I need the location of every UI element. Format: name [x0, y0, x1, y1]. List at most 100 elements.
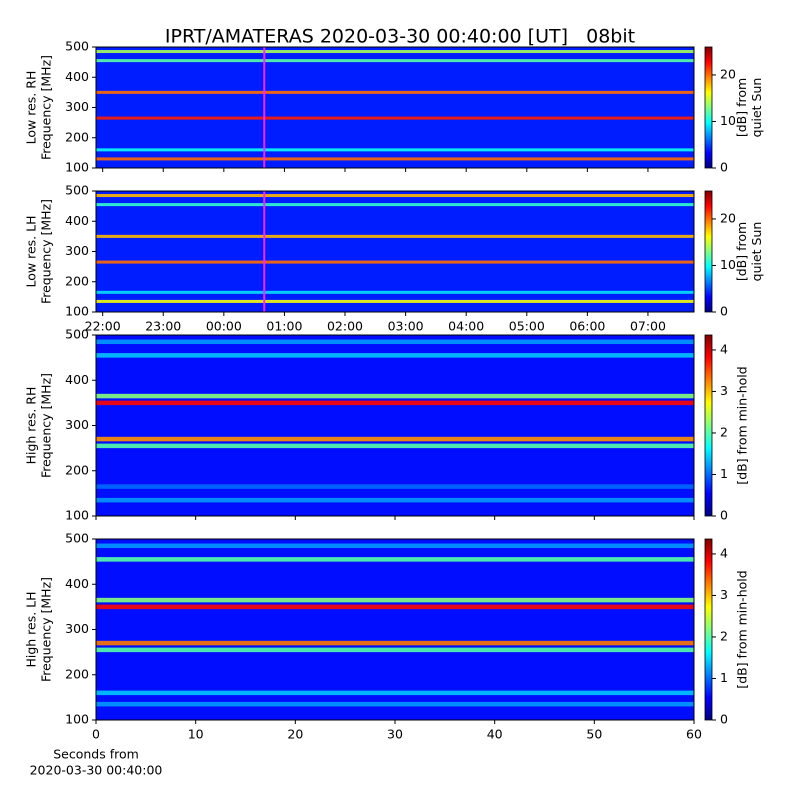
- colorbar-tick-label: 3: [720, 587, 728, 602]
- y-tick-label: 500: [65, 183, 89, 198]
- emission-band: [96, 597, 694, 603]
- emission-band: [96, 393, 694, 399]
- colorbar-label: [dB] from: [734, 78, 749, 137]
- colorbar-tick-label: 1: [720, 466, 728, 481]
- y-tick-label: 200: [65, 462, 89, 477]
- x-tick-label: 20: [287, 727, 303, 742]
- y-tick-label: 300: [65, 417, 89, 432]
- colorbar-tick-label: 0: [720, 712, 728, 727]
- emission-band: [96, 647, 694, 653]
- y-axis-label: High res. LH: [24, 591, 39, 667]
- x-tick-label: 00:00: [206, 319, 242, 334]
- y-tick-label: 200: [65, 129, 89, 144]
- emission-band: [96, 497, 694, 503]
- x-tick-label: 0: [92, 727, 100, 742]
- y-tick-label: 100: [65, 508, 89, 523]
- colorbar-tick-label: 2: [720, 424, 728, 439]
- y-tick-label: 500: [65, 327, 89, 342]
- emission-band: [96, 203, 694, 207]
- x-tick-label: 04:00: [448, 319, 484, 334]
- colorbar-tick-label: 20: [720, 210, 736, 225]
- emission-band: [96, 604, 694, 610]
- x-tick-label: 40: [487, 727, 503, 742]
- colorbar-label: [dB] from: [734, 222, 749, 281]
- x-tick-label: 60: [686, 727, 702, 742]
- x-axis-label: 2020-03-30 00:40:00: [30, 763, 163, 778]
- colorbar-tick-label: 4: [720, 545, 728, 560]
- emission-band: [96, 157, 694, 161]
- colorbar: [704, 538, 713, 721]
- colorbar-tick-label: 4: [720, 341, 728, 356]
- y-axis-label: High res. RH: [24, 387, 39, 465]
- colorbar-tick-label: 1: [720, 670, 728, 685]
- colorbar-label: quiet Sun: [749, 78, 764, 138]
- y-tick-label: 300: [65, 621, 89, 636]
- y-tick-label: 100: [65, 304, 89, 319]
- emission-band: [96, 194, 694, 198]
- x-tick-label: 23:00: [145, 319, 181, 334]
- emission-band: [96, 299, 694, 303]
- emission-band: [96, 400, 694, 406]
- spectrogram-background: [96, 47, 694, 168]
- emission-band: [96, 148, 694, 152]
- y-axis-label: Frequency [MHz]: [39, 199, 54, 304]
- y-tick-label: 200: [65, 666, 89, 681]
- emission-band: [96, 543, 694, 549]
- emission-band: [96, 484, 694, 489]
- colorbar-label: [dB] from min-hold: [735, 366, 750, 484]
- emission-band: [96, 557, 694, 562]
- y-tick-label: 300: [65, 243, 89, 258]
- y-tick-label: 400: [65, 213, 89, 228]
- colorbar-label: [dB] from min-hold: [735, 570, 750, 688]
- y-tick-label: 400: [65, 576, 89, 591]
- y-axis-label: Frequency [MHz]: [39, 577, 54, 682]
- colorbar: [704, 190, 713, 313]
- x-tick-label: 06:00: [569, 319, 605, 334]
- emission-band: [96, 50, 694, 54]
- y-tick-label: 400: [65, 69, 89, 84]
- x-axis-label: Seconds from: [53, 747, 139, 762]
- figure-title: IPRT/AMATERAS 2020-03-30 00:40:00 [UT] 0…: [165, 26, 635, 48]
- emission-band: [96, 443, 694, 449]
- y-axis-label: Frequency [MHz]: [39, 373, 54, 478]
- spectrogram-background: [96, 539, 694, 720]
- emission-band: [96, 640, 694, 646]
- colorbar-tick-label: 10: [720, 257, 736, 272]
- x-tick-label: 01:00: [266, 319, 302, 334]
- y-tick-label: 100: [65, 160, 89, 175]
- y-tick-label: 300: [65, 99, 89, 114]
- y-tick-label: 500: [65, 39, 89, 54]
- colorbar-tick-label: 3: [720, 383, 728, 398]
- y-tick-label: 400: [65, 372, 89, 387]
- colorbar-tick-label: 20: [720, 66, 736, 81]
- emission-band: [96, 260, 694, 264]
- y-tick-label: 100: [65, 712, 89, 727]
- colorbar: [704, 46, 713, 169]
- y-axis-label: Low res. RH: [24, 71, 39, 145]
- emission-band: [96, 701, 694, 707]
- x-tick-label: 03:00: [388, 319, 424, 334]
- x-tick-label: 07:00: [630, 319, 666, 334]
- emission-band: [96, 234, 694, 238]
- y-axis-label: Low res. LH: [24, 216, 39, 288]
- x-tick-label: 50: [586, 727, 602, 742]
- colorbar-tick-label: 10: [720, 113, 736, 128]
- colorbar-tick-label: 2: [720, 628, 728, 643]
- emission-band: [96, 290, 694, 294]
- x-tick-label: 05:00: [509, 319, 545, 334]
- x-tick-label: 30: [387, 727, 403, 742]
- y-axis-label: Frequency [MHz]: [39, 55, 54, 160]
- emission-band: [96, 90, 694, 94]
- colorbar: [704, 334, 713, 517]
- colorbar-label: quiet Sun: [749, 222, 764, 282]
- y-tick-label: 200: [65, 273, 89, 288]
- x-tick-label: 10: [188, 727, 204, 742]
- emission-band: [96, 690, 694, 696]
- emission-band: [96, 339, 694, 345]
- x-tick-label: 02:00: [327, 319, 363, 334]
- colorbar-tick-label: 0: [720, 160, 728, 175]
- emission-band: [96, 116, 694, 120]
- colorbar-tick-label: 0: [720, 304, 728, 319]
- x-tick-label: 22:00: [85, 319, 121, 334]
